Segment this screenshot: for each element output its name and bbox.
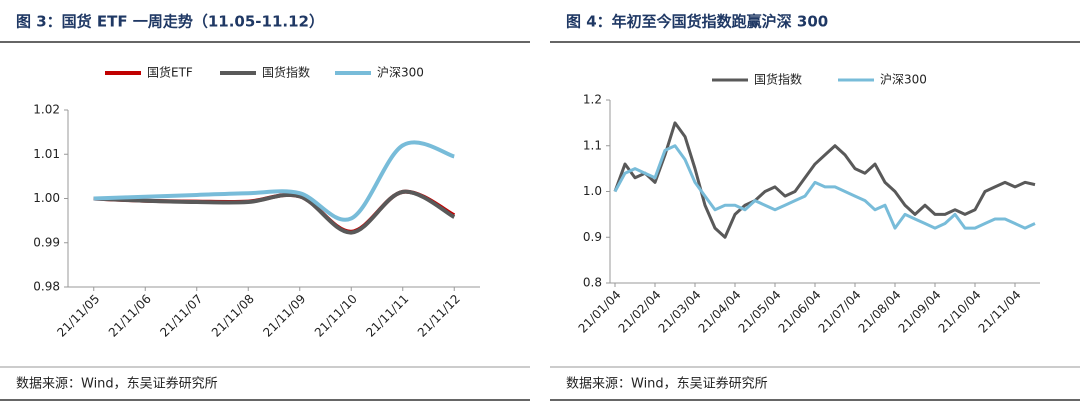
y-tick-label: 0.99 [33,235,60,249]
x-tick-label: 21/08/04 [856,288,904,336]
legend-label: 国货指数 [262,65,310,80]
x-tick-label: 21/02/04 [616,288,664,336]
x-tick-label: 21/11/09 [260,292,308,340]
y-tick-label: 0.98 [33,280,60,294]
x-tick-label: 21/06/04 [776,288,824,336]
legend-label: 国货ETF [147,65,193,80]
chart-title: 图 3：国货 ETF 一周走势（11.05-11.12） [16,13,324,31]
x-tick-label: 21/11/11 [363,292,411,340]
series-line [613,121,1036,239]
x-tick-label: 21/10/04 [936,288,984,336]
x-tick-label: 21/01/04 [576,288,624,336]
y-tick-label: 1.1 [583,138,602,152]
source: 数据来源：Wind，东吴证券研究所 [16,376,218,392]
x-tick-label: 21/11/10 [312,292,360,340]
x-tick-label: 21/07/04 [816,288,864,336]
y-tick-label: 1.02 [33,103,60,117]
x-tick-label: 21/04/04 [696,288,744,336]
legend-label: 沪深300 [880,73,927,87]
legend-label: 国货指数 [754,72,802,87]
x-tick-label: 21/11/06 [106,292,154,340]
y-tick-label: 1.01 [33,147,60,161]
x-tick-label: 21/11/07 [157,292,205,340]
y-tick-label: 1.0 [583,184,602,198]
x-tick-label: 21/03/04 [656,288,704,336]
y-tick-label: 0.8 [583,276,602,290]
x-tick-label: 21/05/04 [736,288,784,336]
x-tick-label: 21/11/05 [54,292,102,340]
legend-label: 沪深300 [377,66,424,80]
series-line [93,140,455,222]
source: 数据来源：Wind，东吴证券研究所 [566,376,768,392]
y-tick-label: 1.2 [583,93,602,107]
chart-title: 图 4：年初至今国货指数跑赢沪深 300 [566,13,828,31]
y-tick-label: 1.00 [33,191,60,205]
x-tick-label: 21/11/08 [209,292,257,340]
x-tick-label: 21/11/04 [976,288,1024,336]
x-tick-label: 21/11/12 [415,292,463,340]
series-line [613,144,1036,230]
x-tick-label: 21/09/04 [896,288,944,336]
series-line [93,189,456,235]
y-tick-label: 0.9 [583,230,602,244]
